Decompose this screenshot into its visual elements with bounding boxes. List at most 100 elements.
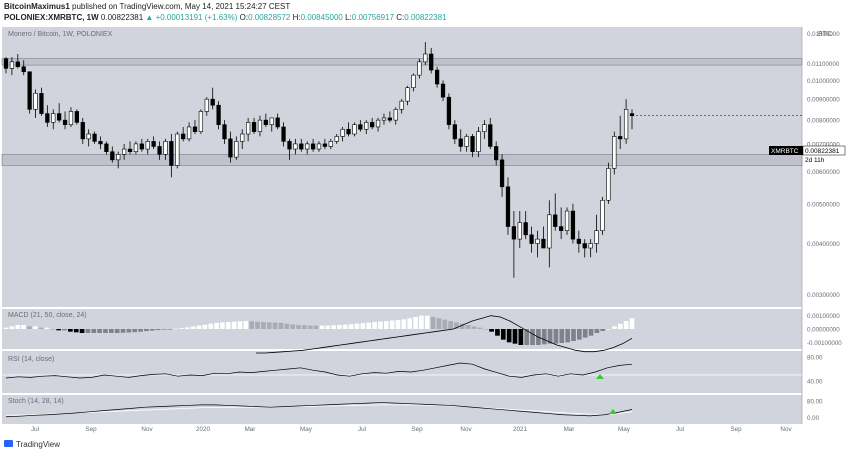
macd-histogram-bar bbox=[185, 327, 190, 329]
macd-histogram-bar bbox=[424, 315, 430, 329]
macd-histogram-bar bbox=[348, 324, 354, 329]
rsi-line bbox=[5, 362, 633, 379]
candle-body bbox=[316, 143, 322, 150]
candle-body bbox=[45, 113, 50, 123]
macd-histogram-bar bbox=[50, 329, 56, 330]
candle-body bbox=[186, 126, 192, 140]
candle-body bbox=[594, 230, 599, 244]
rsi-title: RSI (14, close) bbox=[8, 356, 54, 363]
macd-histogram-bar bbox=[465, 325, 471, 329]
candle-body bbox=[21, 66, 26, 73]
macd-histogram-bar bbox=[629, 318, 635, 329]
candle-body bbox=[210, 98, 215, 106]
macd-title: MACD (21, 50, close, 24) bbox=[8, 312, 87, 319]
candle-body bbox=[411, 74, 416, 88]
candle-body bbox=[257, 119, 263, 132]
candle-body bbox=[370, 122, 375, 128]
publish-header: BitcoinMaximus1 published on TradingView… bbox=[4, 2, 290, 11]
macd-histogram-bar bbox=[91, 329, 97, 333]
candle-body bbox=[163, 141, 168, 155]
time-axis-label: Sep bbox=[730, 426, 742, 433]
macd-histogram-bar bbox=[419, 315, 424, 329]
candle-body bbox=[181, 133, 186, 140]
candle-body bbox=[381, 117, 387, 121]
macd-histogram-bar bbox=[3, 327, 9, 329]
candle-body bbox=[576, 238, 581, 244]
macd-histogram-bar bbox=[85, 329, 91, 333]
candle-body bbox=[145, 141, 150, 150]
candle-body bbox=[121, 148, 127, 155]
tradingview-logo-icon bbox=[4, 440, 13, 447]
macd-histogram-bar bbox=[617, 323, 623, 329]
macd-histogram-bar bbox=[331, 325, 336, 329]
macd-histogram-bar bbox=[547, 329, 553, 344]
support-zone bbox=[1, 154, 803, 166]
macd-histogram-bar bbox=[144, 329, 149, 332]
candle-body bbox=[157, 146, 162, 155]
price-axis-label: 0.01100000 bbox=[807, 61, 840, 68]
time-axis-label: May bbox=[618, 426, 631, 433]
macd-histogram-bar bbox=[255, 321, 260, 329]
candle-body bbox=[582, 243, 587, 249]
time-axis-label: Jul bbox=[676, 426, 684, 433]
publish-info: published on TradingView.com, May 14, 20… bbox=[72, 2, 291, 11]
candle-body bbox=[387, 117, 392, 121]
time-axis-label: Jul bbox=[31, 426, 39, 433]
macd-histogram-bar bbox=[389, 320, 395, 329]
ohlc-close: 0.00822381 bbox=[404, 13, 447, 22]
macd-histogram-bar bbox=[442, 319, 448, 329]
macd-histogram-bar bbox=[190, 326, 196, 329]
candle-body bbox=[116, 154, 121, 161]
candle-body bbox=[618, 136, 623, 140]
macd-histogram-bar bbox=[114, 329, 120, 333]
author-name[interactable]: BitcoinMaximus1 bbox=[4, 2, 70, 11]
macd-histogram-bar bbox=[272, 322, 278, 329]
candle-body bbox=[293, 143, 298, 150]
symbol-header: POLONIEX:XMRBTC, 1W 0.00822381 ▲ +0.0001… bbox=[4, 13, 447, 22]
candle-body bbox=[287, 141, 292, 150]
macd-histogram-bar bbox=[477, 327, 483, 329]
price-axis-label: 0.01000000 bbox=[807, 78, 840, 85]
candle-body bbox=[570, 210, 576, 240]
ohlc-open: 0.00828572 bbox=[248, 13, 291, 22]
candle-body bbox=[434, 69, 440, 85]
candle-body bbox=[629, 113, 635, 117]
macd-histogram-bar bbox=[179, 328, 184, 329]
macd-histogram-bar bbox=[354, 323, 360, 329]
macd-histogram-bar bbox=[342, 324, 348, 329]
tradingview-brand: TradingView bbox=[16, 440, 60, 449]
macd-histogram-bar bbox=[196, 325, 202, 329]
macd-histogram-bar bbox=[103, 329, 108, 333]
time-axis-label: Mar bbox=[564, 426, 575, 433]
macd-histogram-bar bbox=[448, 321, 453, 329]
macd-histogram-bar bbox=[97, 329, 102, 333]
macd-histogram-bar bbox=[138, 329, 143, 332]
tradingview-logo[interactable]: TradingView bbox=[4, 440, 60, 449]
candle-body bbox=[340, 128, 345, 137]
up-arrow-icon: ▲ bbox=[145, 13, 154, 22]
candle-body bbox=[57, 113, 62, 121]
candle-body bbox=[27, 71, 32, 110]
time-axis-label: May bbox=[300, 426, 313, 433]
macd-histogram-bar bbox=[383, 321, 389, 329]
candle-body bbox=[482, 124, 487, 132]
macd-histogram-bar bbox=[237, 321, 243, 329]
candle-body bbox=[240, 133, 245, 142]
macd-histogram-bar bbox=[430, 317, 436, 329]
macd-histogram-bar bbox=[582, 329, 588, 338]
candle-body bbox=[281, 126, 286, 142]
macd-histogram-bar bbox=[454, 322, 459, 329]
macd-histogram-bar bbox=[518, 329, 524, 345]
candle-body bbox=[517, 222, 522, 240]
candle-body bbox=[529, 234, 534, 244]
macd-histogram-bar bbox=[366, 322, 372, 329]
macd-histogram-bar bbox=[623, 321, 629, 329]
candle-body bbox=[228, 138, 233, 158]
macd-histogram-bar bbox=[21, 325, 26, 329]
candle-body bbox=[446, 96, 452, 125]
candle-body bbox=[133, 143, 139, 153]
macd-histogram-bar bbox=[407, 318, 413, 329]
candle-body bbox=[74, 111, 79, 123]
price-tag: XMRBTC 0.00822381 2d 11h bbox=[769, 145, 846, 164]
